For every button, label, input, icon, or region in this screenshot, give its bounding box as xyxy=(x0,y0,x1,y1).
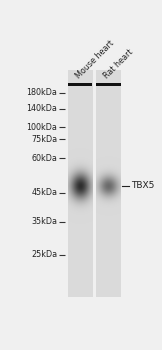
Text: TBX5: TBX5 xyxy=(131,181,154,190)
Text: Mouse heart: Mouse heart xyxy=(74,38,116,80)
Text: Rat heart: Rat heart xyxy=(102,47,135,80)
Text: 140kDa: 140kDa xyxy=(26,104,57,113)
Text: 25kDa: 25kDa xyxy=(31,250,57,259)
Bar xyxy=(68,70,93,297)
Text: 100kDa: 100kDa xyxy=(26,123,57,132)
Text: 35kDa: 35kDa xyxy=(31,217,57,226)
Text: 60kDa: 60kDa xyxy=(31,154,57,163)
Text: 45kDa: 45kDa xyxy=(31,188,57,197)
Text: 180kDa: 180kDa xyxy=(26,89,57,97)
Text: 75kDa: 75kDa xyxy=(31,135,57,144)
Bar xyxy=(96,70,121,297)
Bar xyxy=(96,83,121,86)
Bar xyxy=(68,83,93,86)
